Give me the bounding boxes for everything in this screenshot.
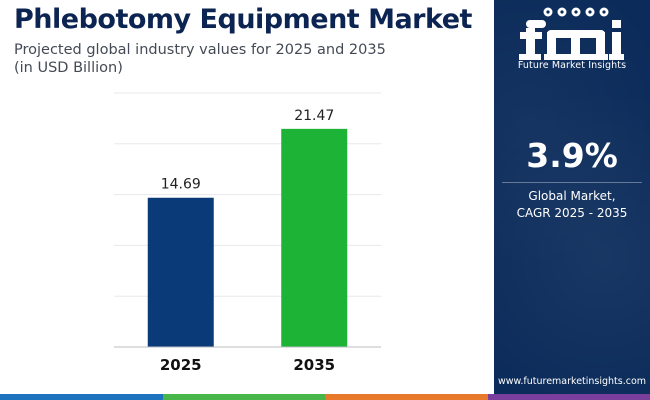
x-tick-label-2035: 2035 [293,356,335,374]
bottom-color-strip [0,394,650,400]
strip-segment-1 [0,394,163,400]
logo-letterforms [519,20,624,60]
subtitle-line-2: (in USD Billion) [14,60,123,76]
website-link[interactable]: www.futuremarketinsights.com [497,376,647,387]
cagr-value: 3.9% [526,136,618,175]
cagr-label-line-1: Global Market, [528,189,616,203]
bar-2035 [281,128,348,347]
subtitle-line-1: Projected global industry values for 202… [14,42,386,58]
bar-2025 [147,197,214,347]
strip-segment-3 [325,394,488,400]
labels: 14.69 2025 21.47 2035 [160,108,335,374]
bars [147,128,348,347]
chart-subtitle: Projected global industry values for 202… [14,41,484,77]
data-label-2035: 21.47 [294,108,334,124]
data-label-2025: 14.69 [161,177,201,193]
fmi-logo [519,7,624,60]
cagr-label-line-2: CAGR 2025 - 2035 [516,206,628,220]
side-panel: Future Market Insights 3.9% Global Marke… [494,0,650,394]
panel-texture [494,0,650,394]
strip-segment-2 [162,394,325,400]
chart-title: Phlebotomy Equipment Market [14,4,472,35]
x-tick-label-2025: 2025 [160,356,202,374]
cagr-divider [502,182,642,183]
bar-chart: 14.69 2025 21.47 2035 [114,92,381,374]
logo-caption: Future Market Insights [517,60,627,71]
strip-segment-4 [487,394,650,400]
cagr-label: Global Market, CAGR 2025 - 2035 [494,188,650,222]
